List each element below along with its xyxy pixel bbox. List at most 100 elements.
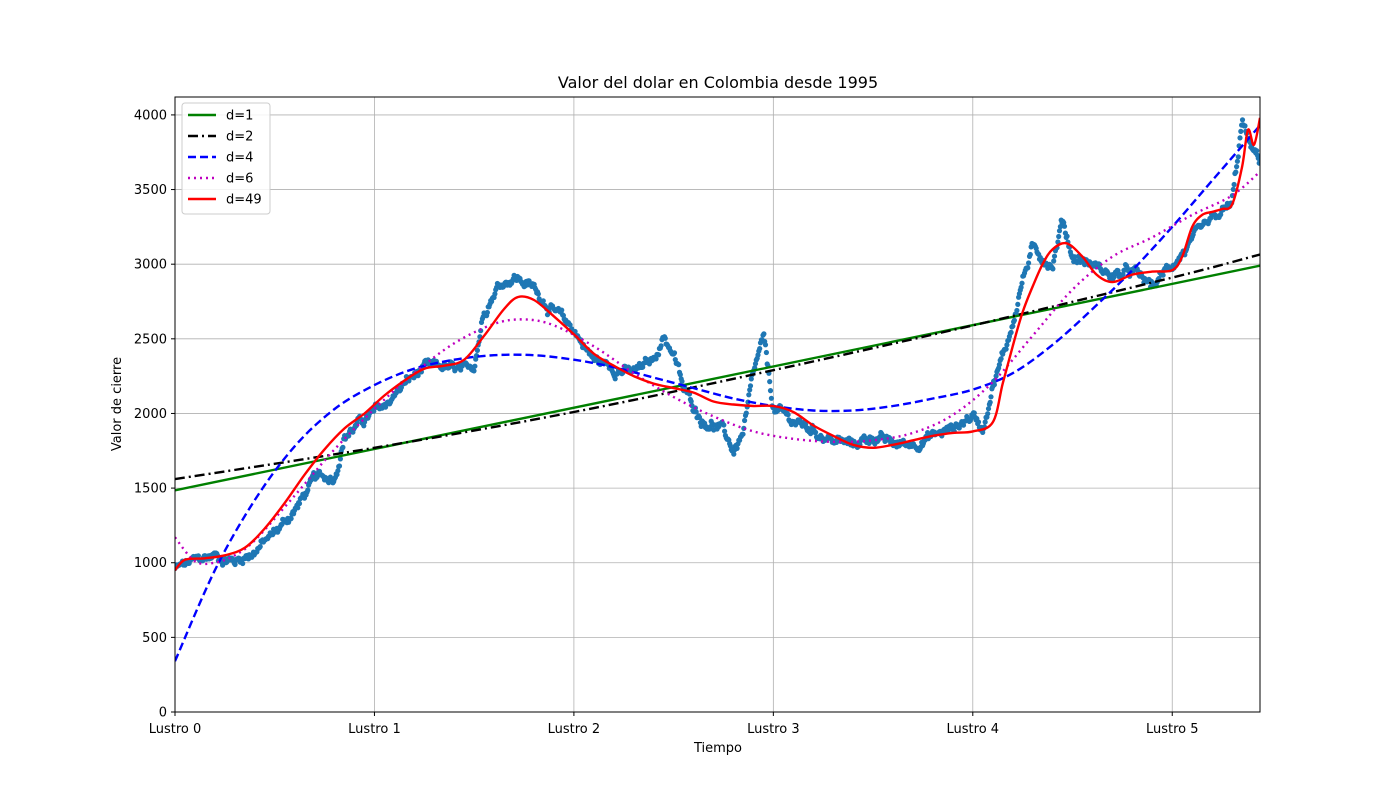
series-line-d=49 bbox=[175, 117, 1260, 572]
data-point bbox=[767, 379, 773, 385]
y-axis-label: Valor de cierre bbox=[110, 357, 125, 451]
data-point bbox=[471, 368, 477, 374]
data-point bbox=[866, 440, 872, 446]
data-point bbox=[988, 394, 994, 400]
data-point bbox=[296, 500, 303, 507]
data-point bbox=[472, 363, 478, 369]
data-point bbox=[757, 346, 763, 352]
data-point bbox=[693, 409, 699, 415]
data-point bbox=[996, 362, 1003, 368]
data-point bbox=[742, 417, 748, 424]
data-point bbox=[1008, 329, 1014, 335]
x-tick-label-3: Lustro 3 bbox=[747, 722, 800, 737]
fit-lines bbox=[175, 117, 1260, 662]
data-point bbox=[985, 406, 992, 412]
data-point bbox=[1238, 128, 1244, 134]
data-point bbox=[731, 451, 737, 457]
data-point bbox=[1160, 272, 1166, 278]
data-point bbox=[1010, 323, 1016, 329]
legend-box bbox=[181, 102, 271, 215]
plot-area bbox=[175, 117, 1260, 662]
grid bbox=[174, 97, 1260, 713]
data-point bbox=[1026, 260, 1032, 266]
data-point bbox=[240, 560, 246, 567]
data-point bbox=[768, 395, 775, 401]
y-tick-label-0: 0 bbox=[159, 706, 167, 721]
data-point bbox=[1242, 123, 1248, 129]
y-tick-label-1: 500 bbox=[142, 631, 167, 646]
data-point bbox=[295, 505, 301, 511]
data-point bbox=[762, 342, 769, 348]
y-tick-label-5: 2500 bbox=[134, 332, 167, 347]
data-point bbox=[1050, 266, 1056, 272]
data-point bbox=[535, 291, 541, 297]
series-line-d=2 bbox=[175, 253, 1260, 481]
data-point bbox=[1056, 228, 1063, 234]
data-point bbox=[740, 431, 746, 437]
y-tick-label-3: 1500 bbox=[134, 482, 167, 497]
data-point bbox=[671, 350, 678, 356]
data-point bbox=[612, 376, 618, 382]
data-point bbox=[688, 398, 694, 404]
data-point bbox=[540, 298, 546, 304]
data-point bbox=[336, 463, 343, 469]
data-point bbox=[1018, 284, 1024, 290]
data-point bbox=[478, 328, 484, 334]
legend-label-d=2: d=2 bbox=[226, 130, 253, 145]
data-point bbox=[993, 373, 999, 379]
data-point bbox=[1056, 233, 1062, 240]
x-tick-label-4: Lustro 4 bbox=[947, 722, 1000, 737]
data-point bbox=[982, 419, 988, 425]
data-point bbox=[492, 291, 498, 297]
data-point bbox=[1051, 258, 1057, 264]
data-point bbox=[1234, 158, 1240, 164]
data-point bbox=[653, 356, 659, 362]
data-point bbox=[734, 445, 740, 451]
data-point bbox=[656, 352, 662, 358]
series-line-d=1 bbox=[175, 264, 1260, 492]
data-point bbox=[232, 561, 238, 568]
data-point bbox=[743, 410, 749, 416]
y-tick-label-6: 3000 bbox=[134, 258, 167, 273]
x-tick-label-5: Lustro 5 bbox=[1146, 722, 1199, 737]
legend: d=1 d=2 d=4 d=6 d=49 bbox=[181, 102, 271, 215]
data-point bbox=[1097, 261, 1103, 267]
data-point bbox=[767, 388, 774, 394]
x-tick-label-1: Lustro 1 bbox=[348, 722, 401, 737]
data-point bbox=[398, 384, 404, 390]
data-point bbox=[567, 322, 573, 328]
data-point bbox=[985, 411, 991, 417]
data-point bbox=[971, 410, 977, 416]
data-point bbox=[662, 335, 668, 341]
data-point bbox=[1004, 342, 1010, 348]
data-point bbox=[458, 367, 464, 373]
x-axis: Lustro 0 Lustro 1 Lustro 2 Lustro 3 Lustro 4… bbox=[149, 712, 1199, 737]
data-point bbox=[1257, 157, 1260, 163]
x-tick-label-2: Lustro 2 bbox=[548, 722, 601, 737]
data-point bbox=[747, 383, 754, 389]
data-point bbox=[755, 352, 761, 358]
data-point bbox=[484, 309, 490, 316]
data-point bbox=[288, 516, 294, 522]
data-point bbox=[747, 387, 753, 393]
data-point bbox=[1003, 346, 1009, 352]
data-point bbox=[1019, 280, 1025, 286]
data-point bbox=[679, 378, 685, 384]
data-point bbox=[721, 422, 727, 428]
data-point bbox=[1025, 265, 1031, 271]
data-point bbox=[371, 408, 377, 414]
data-point bbox=[559, 307, 565, 313]
data-point bbox=[1254, 148, 1260, 154]
data-point bbox=[1231, 181, 1237, 188]
data-point bbox=[1015, 301, 1021, 307]
data-point bbox=[676, 362, 682, 368]
legend-label-d=4: d=4 bbox=[226, 151, 253, 166]
data-point bbox=[763, 349, 770, 356]
plot-frame bbox=[174, 96, 1261, 713]
data-point bbox=[1027, 251, 1033, 258]
data-point bbox=[991, 382, 998, 388]
series-line-d=6 bbox=[175, 170, 1260, 566]
y-tick-label-4: 2000 bbox=[134, 407, 167, 422]
data-point bbox=[975, 419, 982, 425]
